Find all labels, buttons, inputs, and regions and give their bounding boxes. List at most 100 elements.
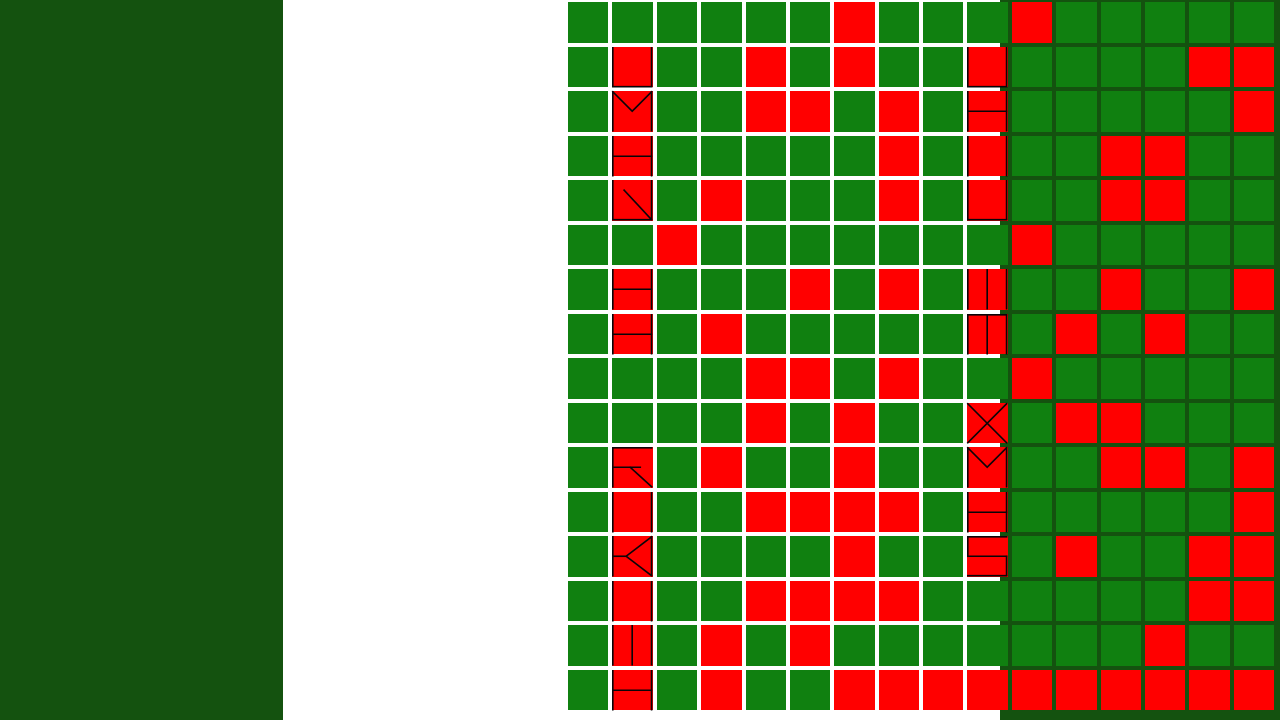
- board-cell[interactable]: [568, 402, 609, 443]
- board-cell[interactable]: [745, 224, 786, 265]
- board-cell[interactable]: [656, 491, 698, 532]
- board-cell[interactable]: [701, 491, 742, 532]
- board-cell[interactable]: [1189, 46, 1230, 87]
- board-cell[interactable]: [1189, 180, 1230, 221]
- board-cell[interactable]: [923, 402, 964, 443]
- board-cell[interactable]: [967, 224, 1008, 265]
- board-cell[interactable]: [923, 625, 964, 666]
- board-cell[interactable]: [612, 402, 653, 443]
- board-cell[interactable]: [834, 2, 875, 43]
- board-cell[interactable]: [878, 135, 919, 176]
- board-cell[interactable]: [701, 91, 742, 132]
- board-cell[interactable]: [701, 580, 742, 621]
- board-cell[interactable]: [745, 2, 786, 43]
- board-cell[interactable]: [1056, 669, 1097, 710]
- board-cell[interactable]: [967, 446, 1009, 488]
- board-cell[interactable]: [1189, 447, 1230, 488]
- board-cell[interactable]: [1233, 46, 1274, 87]
- board-cell[interactable]: [1011, 580, 1053, 621]
- board-cell[interactable]: [1189, 224, 1230, 265]
- board-cell[interactable]: [701, 224, 742, 265]
- board-cell[interactable]: [923, 224, 964, 265]
- board-cell[interactable]: [1233, 2, 1274, 43]
- board-cell[interactable]: [1100, 180, 1141, 221]
- board-cell[interactable]: [1011, 135, 1053, 176]
- board-cell[interactable]: [1011, 180, 1053, 221]
- board-cell[interactable]: [923, 269, 964, 310]
- board-cell[interactable]: [568, 447, 609, 488]
- board-cell[interactable]: [1056, 224, 1097, 265]
- board-cell[interactable]: [745, 269, 786, 310]
- board-cell[interactable]: [1189, 135, 1230, 176]
- board-cell[interactable]: [1144, 669, 1186, 710]
- board-cell[interactable]: [568, 669, 609, 710]
- board-cell[interactable]: [834, 91, 875, 132]
- board-cell[interactable]: [789, 135, 831, 176]
- board-cell[interactable]: [1056, 135, 1097, 176]
- board-cell[interactable]: [789, 269, 831, 310]
- board-cell[interactable]: [789, 46, 831, 87]
- board-cell[interactable]: [923, 491, 964, 532]
- board-cell[interactable]: [1144, 313, 1186, 354]
- board-cell[interactable]: [878, 269, 919, 310]
- board-cell[interactable]: [568, 625, 609, 666]
- board-cell[interactable]: [923, 669, 964, 710]
- board-cell[interactable]: [834, 536, 875, 577]
- board-cell[interactable]: [612, 46, 653, 87]
- board-cell[interactable]: [923, 536, 964, 577]
- board-cell[interactable]: [1144, 180, 1186, 221]
- board-cell[interactable]: [1144, 358, 1186, 399]
- board-cell[interactable]: [834, 135, 875, 176]
- board-cell[interactable]: [923, 580, 964, 621]
- board-cell[interactable]: [834, 491, 875, 532]
- board-cell[interactable]: [568, 313, 609, 354]
- board-cell[interactable]: [1144, 2, 1186, 43]
- board-cell[interactable]: [1144, 580, 1186, 621]
- board-cell[interactable]: [1056, 580, 1097, 621]
- board-cell[interactable]: [878, 447, 919, 488]
- board-cell[interactable]: [656, 2, 698, 43]
- board-cell[interactable]: [1233, 491, 1274, 532]
- board-cell[interactable]: [656, 536, 698, 577]
- board-cell[interactable]: [1233, 580, 1274, 621]
- board-cell[interactable]: [1144, 447, 1186, 488]
- board-cell[interactable]: [1100, 2, 1141, 43]
- board-cell[interactable]: [1189, 269, 1230, 310]
- board-cell[interactable]: [1233, 91, 1274, 132]
- board-cell[interactable]: [1056, 447, 1097, 488]
- board-cell[interactable]: [568, 46, 609, 87]
- board-cell[interactable]: [967, 402, 1009, 444]
- board-cell[interactable]: [701, 536, 742, 577]
- board-cell[interactable]: [745, 180, 786, 221]
- board-cell[interactable]: [1011, 536, 1053, 577]
- board-cell[interactable]: [834, 669, 875, 710]
- board-cell[interactable]: [568, 358, 609, 399]
- board-cell[interactable]: [612, 313, 653, 354]
- board-cell[interactable]: [834, 46, 875, 87]
- board-cell[interactable]: [834, 269, 875, 310]
- board-cell[interactable]: [568, 180, 609, 221]
- board-cell[interactable]: [656, 269, 698, 310]
- board-cell[interactable]: [745, 491, 786, 532]
- board-cell[interactable]: [1189, 313, 1230, 354]
- board-cell[interactable]: [612, 2, 653, 43]
- board-cell[interactable]: [1144, 536, 1186, 577]
- board-cell[interactable]: [1011, 447, 1053, 488]
- game-board-grid[interactable]: [568, 2, 1278, 714]
- board-cell[interactable]: [789, 491, 831, 532]
- board-cell[interactable]: [923, 91, 964, 132]
- board-cell[interactable]: [967, 269, 1008, 310]
- board-cell[interactable]: [656, 46, 698, 87]
- board-cell[interactable]: [1011, 669, 1053, 710]
- board-cell[interactable]: [1011, 625, 1053, 666]
- board-cell[interactable]: [923, 313, 964, 354]
- board-cell[interactable]: [1233, 447, 1274, 488]
- board-cell[interactable]: [612, 669, 653, 710]
- board-cell[interactable]: [656, 447, 698, 488]
- board-cell[interactable]: [789, 358, 831, 399]
- board-cell[interactable]: [1056, 180, 1097, 221]
- board-cell[interactable]: [789, 625, 831, 666]
- board-cell[interactable]: [612, 580, 653, 621]
- board-cell[interactable]: [967, 91, 1008, 132]
- board-cell[interactable]: [745, 313, 786, 354]
